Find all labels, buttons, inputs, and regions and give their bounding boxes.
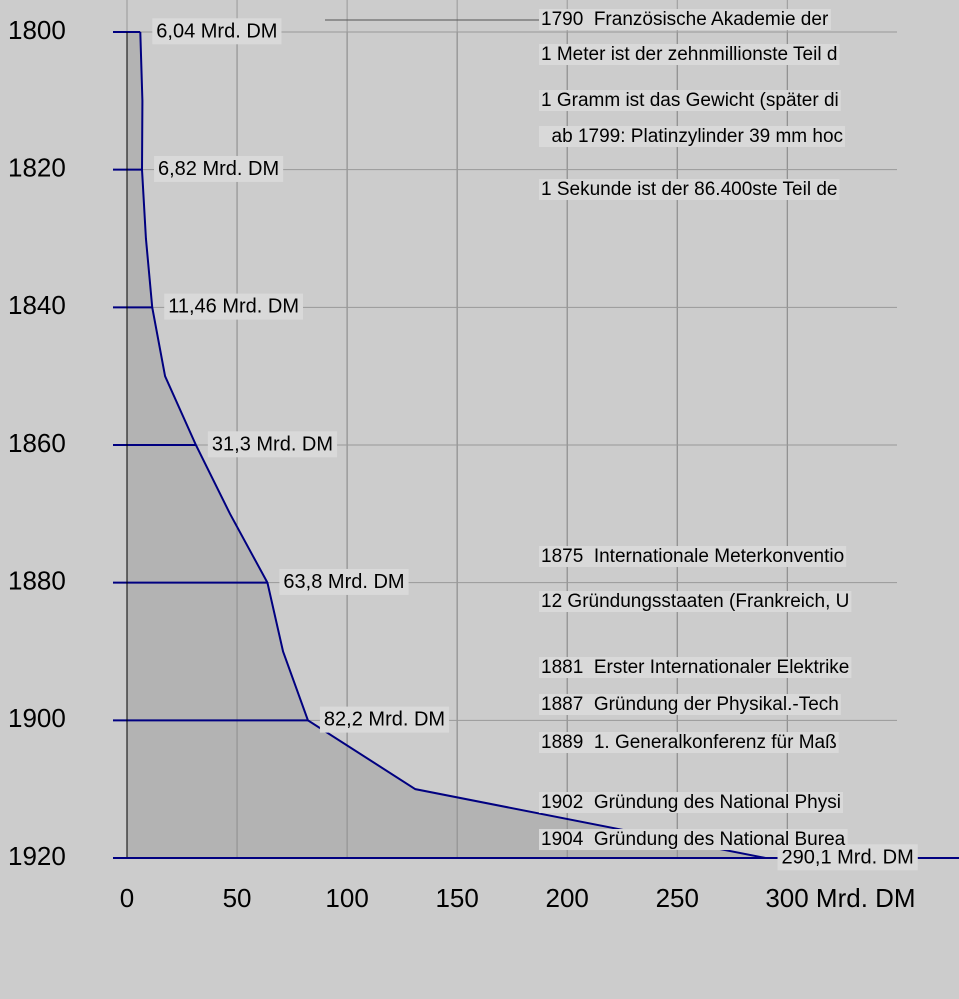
annotation: 1875 Internationale Meterkonventio — [541, 546, 844, 567]
data-label-bg — [164, 293, 304, 320]
data-label-bg — [154, 155, 284, 182]
annotation-bg — [539, 591, 852, 613]
annotation: 12 Gründungsstaaten (Frankreich, U — [541, 591, 849, 612]
data-label: 31,3 Mrd. DM — [212, 433, 333, 455]
data-label-bg — [152, 18, 282, 45]
area — [127, 32, 766, 858]
annotation-bg — [539, 179, 840, 201]
annotation: 1904 Gründung des National Burea — [541, 829, 846, 850]
data-label-bg — [207, 431, 338, 458]
data-label: 11,46 Mrd. DM — [168, 296, 299, 318]
y-tick-label: 300 Mrd. DM — [765, 883, 915, 913]
annotation: 1889 1. Generalkonferenz für Maß — [541, 732, 837, 753]
data-label: 290,1 Mrd. DM — [782, 846, 914, 868]
annotation-bg — [539, 546, 847, 568]
annotation-bg — [539, 9, 831, 31]
annotation-bg — [539, 90, 841, 112]
annotation: 1887 Gründung der Physikal.-Tech — [541, 694, 839, 715]
x-tick-label: 1880 — [8, 566, 66, 596]
data-label-bg — [279, 568, 409, 595]
annotation-bg — [539, 657, 852, 679]
y-tick-label: 50 — [223, 883, 252, 913]
annotation: 1 Meter ist der zehnmillionste Teil d — [541, 44, 837, 65]
x-tick-label: 1900 — [8, 703, 66, 733]
data-label: 82,2 Mrd. DM — [324, 709, 445, 731]
x-tick-label: 1860 — [8, 428, 66, 458]
x-tick-label: 1840 — [8, 290, 66, 320]
annotation: 1902 Gründung des National Physi — [541, 792, 841, 813]
x-tick-label: 1800 — [8, 15, 66, 45]
y-tick-label: 150 — [435, 883, 478, 913]
annotation-bg — [539, 829, 848, 851]
data-label: 63,8 Mrd. DM — [283, 571, 404, 593]
y-tick-label: 100 — [325, 883, 368, 913]
annotation: 1881 Erster Internationaler Elektrike — [541, 657, 849, 678]
annotation-bg — [539, 44, 840, 66]
y-tick-label: 200 — [546, 883, 589, 913]
annotation: ab 1799: Platinzylinder 39 mm hoc — [541, 126, 843, 147]
data-label: 6,82 Mrd. DM — [158, 158, 279, 180]
data-label: 6,04 Mrd. DM — [156, 20, 277, 42]
y-tick-label: 250 — [656, 883, 699, 913]
y-tick-label: 0 — [120, 883, 134, 913]
data-label-bg — [319, 706, 450, 733]
annotation-bg — [539, 732, 839, 754]
annotation: 1 Sekunde ist der 86.400ste Teil de — [541, 179, 837, 200]
annotation-bg — [539, 792, 843, 814]
x-tick-label: 1920 — [8, 841, 66, 871]
annotation-bg — [539, 126, 846, 148]
annotation-bg — [539, 694, 841, 716]
annotation: 1790 Französische Akademie der — [541, 9, 829, 30]
x-tick-label: 1820 — [8, 153, 66, 183]
annotation: 1 Gramm ist das Gewicht (später di — [541, 90, 839, 111]
line — [139, 31, 766, 859]
